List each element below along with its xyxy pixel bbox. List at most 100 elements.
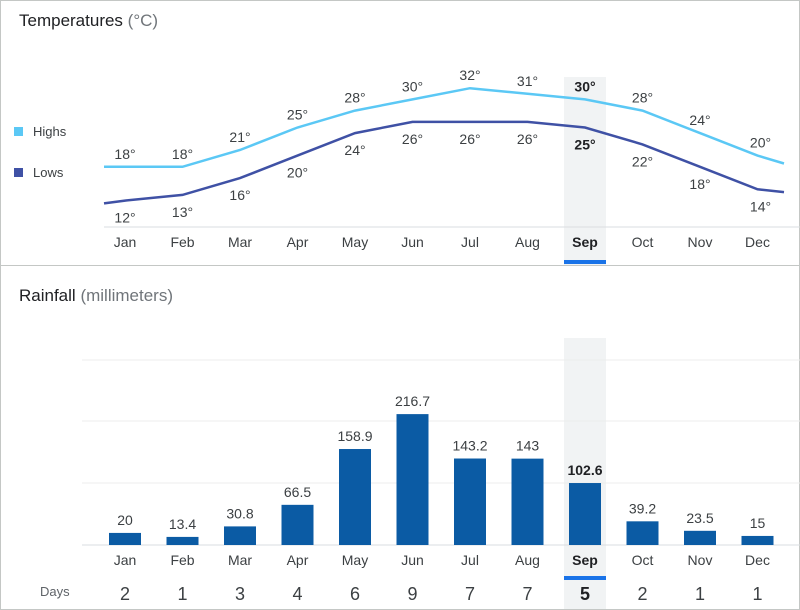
highs-value-label: 21° — [229, 129, 250, 145]
lows-value-label: 24° — [344, 142, 365, 158]
lows-value-label: 14° — [750, 198, 771, 214]
rain-month-tick-label: Apr — [287, 552, 309, 568]
rain-value-label: 102.6 — [567, 462, 602, 478]
temps-month-tick-label: Dec — [745, 234, 770, 250]
temperatures-unit: (°C) — [127, 11, 159, 30]
lows-series-line — [103, 120, 785, 205]
temperatures-title: Temperatures (°C) — [19, 11, 158, 31]
temps-month-tick-label: Apr — [287, 234, 309, 250]
rain-value-label: 66.5 — [284, 484, 311, 500]
legend-lows: Lows — [14, 165, 63, 180]
rain-value-label: 15 — [750, 515, 766, 531]
rain-bar — [741, 535, 774, 545]
rain-month-tick-label: Aug — [515, 552, 540, 568]
lows-value-label: 22° — [632, 153, 653, 169]
lows-value-label: 13° — [172, 204, 193, 220]
temperatures-title-text: Temperatures — [19, 11, 123, 30]
temps-month-tick-label: Mar — [228, 234, 252, 250]
rain-bar — [511, 458, 544, 545]
rain-month-tick-label: Jun — [401, 552, 424, 568]
temps-selected-underline — [564, 260, 606, 264]
rain-month-tick-label: Jan — [114, 552, 137, 568]
rain-days-value: 7 — [522, 584, 532, 604]
rain-bar — [684, 530, 716, 545]
selected-month-band-rain — [564, 338, 606, 609]
rain-days-value: 2 — [120, 584, 130, 604]
rain-month-tick-label: Feb — [170, 552, 194, 568]
rain-month-tick-label: Jul — [461, 552, 479, 568]
rain-month-tick-label: May — [342, 552, 368, 568]
lows-value-label: 26° — [402, 131, 423, 147]
rain-bar — [109, 532, 141, 545]
rain-days-value: 1 — [177, 584, 187, 604]
rainfall-title: Rainfall (millimeters) — [19, 286, 173, 306]
highs-series-line — [104, 86, 785, 169]
rain-month-tick-label: Sep — [572, 552, 598, 568]
selected-month-band-temps — [564, 77, 606, 265]
highs-value-label: 20° — [750, 135, 771, 151]
highs-value-label: 24° — [689, 112, 710, 128]
rain-month-tick-label: Nov — [688, 552, 713, 568]
lows-value-label: 26° — [517, 131, 538, 147]
highs-value-label: 18° — [114, 146, 135, 162]
highs-swatch-icon — [14, 127, 23, 136]
section-divider — [0, 265, 800, 266]
rain-days-value: 3 — [235, 584, 245, 604]
days-row-label: Days — [40, 584, 70, 599]
legend-lows-label: Lows — [33, 165, 64, 180]
legend-highs-label: Highs — [33, 124, 67, 139]
rain-month-tick-label: Oct — [632, 552, 654, 568]
rain-days-value: 7 — [465, 584, 475, 604]
rain-value-label: 20 — [117, 512, 133, 528]
rain-selected-underline — [564, 576, 606, 580]
rain-value-label: 23.5 — [686, 510, 713, 526]
rainfall-title-text: Rainfall — [19, 286, 76, 305]
rain-bar — [396, 414, 429, 545]
temps-month-tick-label: Jan — [114, 234, 137, 250]
highs-value-label: 18° — [172, 146, 193, 162]
temps-month-tick-label: Aug — [515, 234, 540, 250]
rain-days-value: 9 — [407, 584, 417, 604]
rain-bar — [626, 521, 659, 545]
lows-value-label: 25° — [574, 137, 595, 153]
highs-value-label: 30° — [574, 78, 595, 94]
rain-bar — [569, 483, 601, 545]
rain-value-label: 39.2 — [629, 500, 656, 516]
rain-days-value: 4 — [292, 584, 302, 604]
rain-month-tick-label: Mar — [228, 552, 252, 568]
rain-bar — [339, 449, 371, 545]
rain-days-value: 6 — [350, 584, 360, 604]
rain-value-label: 158.9 — [337, 428, 372, 444]
legend-highs: Highs — [14, 124, 66, 139]
lows-swatch-icon — [14, 168, 23, 177]
rain-bar — [281, 504, 314, 545]
rain-month-tick-label: Dec — [745, 552, 770, 568]
rain-bar — [166, 536, 199, 545]
lows-value-label: 26° — [459, 131, 480, 147]
temps-month-tick-label: May — [342, 234, 368, 250]
rain-days-value: 2 — [637, 584, 647, 604]
rainfall-unit: (millimeters) — [80, 286, 173, 305]
rain-bar — [224, 526, 256, 545]
rain-value-label: 143.2 — [452, 438, 487, 454]
temps-month-tick-label: Nov — [688, 234, 713, 250]
rain-value-label: 216.7 — [395, 393, 430, 409]
rain-bar — [454, 458, 486, 545]
rain-days-value: 1 — [752, 584, 762, 604]
highs-value-label: 32° — [459, 67, 480, 83]
highs-value-label: 25° — [287, 107, 308, 123]
highs-value-label: 31° — [517, 73, 538, 89]
highs-value-label: 30° — [402, 78, 423, 94]
temps-month-tick-label: Feb — [170, 234, 194, 250]
lows-value-label: 18° — [689, 176, 710, 192]
rain-days-value: 5 — [580, 584, 590, 604]
temps-month-tick-label: Oct — [632, 234, 654, 250]
highs-value-label: 28° — [344, 90, 365, 106]
temps-month-tick-label: Jun — [401, 234, 424, 250]
temps-month-tick-label: Jul — [461, 234, 479, 250]
rain-days-value: 1 — [695, 584, 705, 604]
temps-month-tick-label: Sep — [572, 234, 598, 250]
lows-value-label: 12° — [114, 210, 135, 226]
rain-value-label: 13.4 — [169, 516, 196, 532]
